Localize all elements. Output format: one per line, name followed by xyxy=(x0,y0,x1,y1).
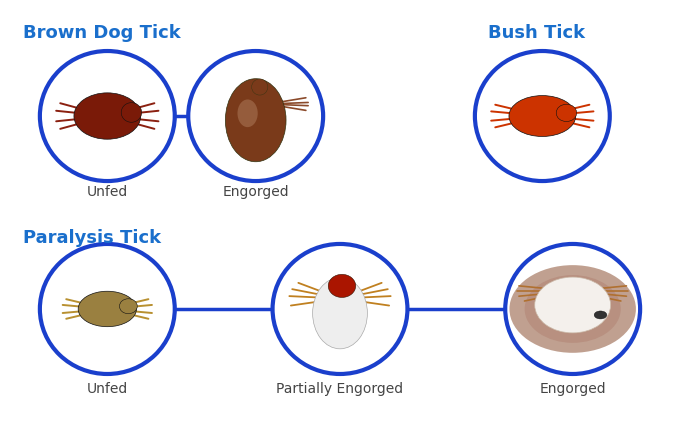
Ellipse shape xyxy=(225,79,286,162)
Ellipse shape xyxy=(509,265,636,353)
Ellipse shape xyxy=(509,96,576,136)
Text: Brown Dog Tick: Brown Dog Tick xyxy=(23,24,181,42)
Text: Bush Tick: Bush Tick xyxy=(488,24,585,42)
Ellipse shape xyxy=(534,277,611,333)
Ellipse shape xyxy=(40,244,175,374)
Ellipse shape xyxy=(121,103,141,122)
Text: Unfed: Unfed xyxy=(86,184,128,198)
Text: Unfed: Unfed xyxy=(86,382,128,396)
Text: Engorged: Engorged xyxy=(539,382,606,396)
Ellipse shape xyxy=(74,93,141,139)
Ellipse shape xyxy=(594,311,607,319)
Ellipse shape xyxy=(120,299,137,314)
Ellipse shape xyxy=(328,275,356,298)
Ellipse shape xyxy=(525,275,621,343)
Ellipse shape xyxy=(273,244,407,374)
Ellipse shape xyxy=(556,104,577,122)
Text: Engorged: Engorged xyxy=(222,184,289,198)
Ellipse shape xyxy=(78,291,137,327)
Ellipse shape xyxy=(252,79,268,95)
Ellipse shape xyxy=(188,51,323,181)
Ellipse shape xyxy=(40,51,175,181)
Text: Paralysis Tick: Paralysis Tick xyxy=(23,229,161,247)
Text: Partially Engorged: Partially Engorged xyxy=(277,382,403,396)
Ellipse shape xyxy=(505,244,640,374)
Ellipse shape xyxy=(237,99,258,127)
Ellipse shape xyxy=(475,51,610,181)
Ellipse shape xyxy=(313,278,367,349)
